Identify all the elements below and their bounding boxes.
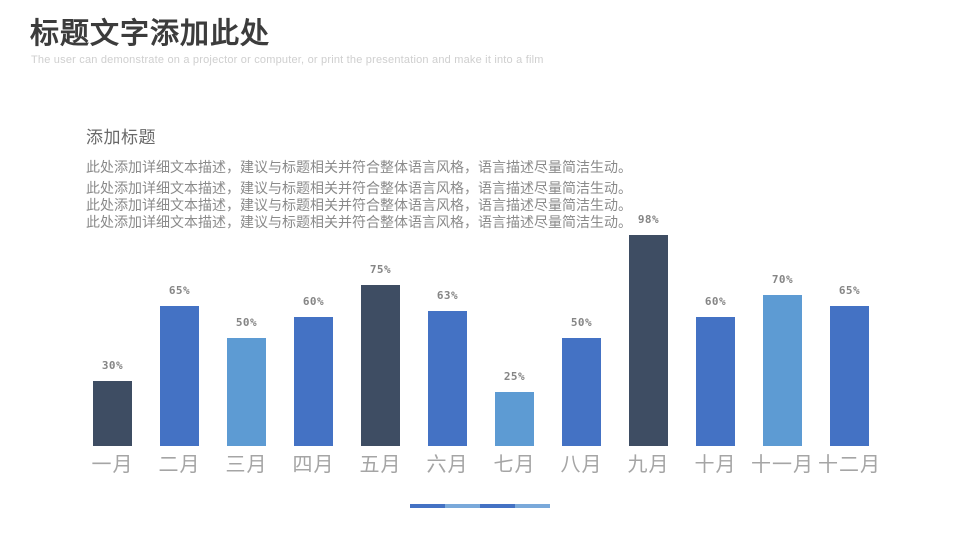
bar-column: 98% 九月 xyxy=(627,186,670,482)
bar xyxy=(294,317,333,446)
bar-value-label: 50% xyxy=(570,316,593,329)
bar-column: 70% 十一月 xyxy=(751,186,813,482)
category-label: 五月 xyxy=(359,454,402,476)
bar xyxy=(160,306,199,446)
bar-column: 60% 四月 xyxy=(292,186,335,482)
bar xyxy=(428,311,467,446)
bar xyxy=(763,295,802,446)
bar-value-label: 60% xyxy=(704,295,727,308)
category-label: 四月 xyxy=(292,454,335,476)
progress-segment xyxy=(480,504,515,508)
bar-column: 65% 二月 xyxy=(158,186,201,482)
bar-value-label: 30% xyxy=(101,359,124,372)
bar xyxy=(495,392,534,446)
progress-segment xyxy=(410,504,445,508)
text-block: 添加标题 此处添加详细文本描述，建议与标题相关并符合整体语言风格，语言描述尽量简… xyxy=(86,128,706,231)
category-label: 三月 xyxy=(225,454,268,476)
bar-column: 50% 八月 xyxy=(560,186,603,482)
bar xyxy=(696,317,735,446)
body-text: 此处添加详细文本描述，建议与标题相关并符合整体语言风格，语言描述尽量简洁生动。此… xyxy=(86,159,706,231)
bar-value-label: 70% xyxy=(771,273,794,286)
bar-value-label: 98% xyxy=(637,213,660,226)
category-label: 七月 xyxy=(493,454,536,476)
bar xyxy=(562,338,601,446)
bar-value-label: 65% xyxy=(168,284,191,297)
bar-column: 50% 三月 xyxy=(225,186,268,482)
bar-value-label: 63% xyxy=(436,289,459,302)
bar xyxy=(830,306,869,446)
category-label: 二月 xyxy=(158,454,201,476)
bar xyxy=(227,338,266,446)
body-line: 此处添加详细文本描述，建议与标题相关并符合整体语言风格，语言描述尽量简洁生动。 xyxy=(86,180,632,196)
body-line: 此处添加详细文本描述，建议与标题相关并符合整体语言风格，语言描述尽量简洁生动。 xyxy=(86,197,632,213)
bar-column: 60% 十月 xyxy=(694,186,737,482)
body-line: 此处添加详细文本描述，建议与标题相关并符合整体语言风格，语言描述尽量简洁生动。 xyxy=(86,214,632,230)
bar xyxy=(629,235,668,446)
slide-header: 标题文字添加此处 The user can demonstrate on a p… xyxy=(30,17,544,67)
bar-value-label: 50% xyxy=(235,316,258,329)
category-label: 十一月 xyxy=(751,454,814,476)
section-heading: 添加标题 xyxy=(86,128,156,147)
bar-column: 75% 五月 xyxy=(359,186,402,482)
category-label: 六月 xyxy=(426,454,469,476)
bar-column: 63% 六月 xyxy=(426,186,469,482)
progress-segment xyxy=(515,504,550,508)
progress-segment xyxy=(445,504,480,508)
body-line: 此处添加详细文本描述，建议与标题相关并符合整体语言风格，语言描述尽量简洁生动。 xyxy=(86,159,632,175)
bar-value-label: 65% xyxy=(838,284,861,297)
bar-value-label: 25% xyxy=(503,370,526,383)
bar-value-label: 60% xyxy=(302,295,325,308)
slide-progress-indicator xyxy=(410,504,550,508)
slide-title: 标题文字添加此处 xyxy=(30,18,271,50)
category-label: 一月 xyxy=(91,454,134,476)
category-label: 十月 xyxy=(694,454,737,476)
bar-column: 25% 七月 xyxy=(493,186,536,482)
monthly-bar-chart: 30% 一月 65% 二月 50% 三月 60% 四月 75% 五月 63% 六月 25% 七月 50% 八月… xyxy=(91,186,881,482)
category-label: 九月 xyxy=(627,454,670,476)
bar-column: 65% 十二月 xyxy=(818,186,880,482)
bar-value-label: 75% xyxy=(369,263,392,276)
bar-column: 30% 一月 xyxy=(91,186,134,482)
bar xyxy=(361,285,400,446)
slide-subtitle: The user can demonstrate on a projector … xyxy=(31,54,544,66)
bar xyxy=(93,381,132,446)
category-label: 十二月 xyxy=(818,454,881,476)
category-label: 八月 xyxy=(560,454,603,476)
